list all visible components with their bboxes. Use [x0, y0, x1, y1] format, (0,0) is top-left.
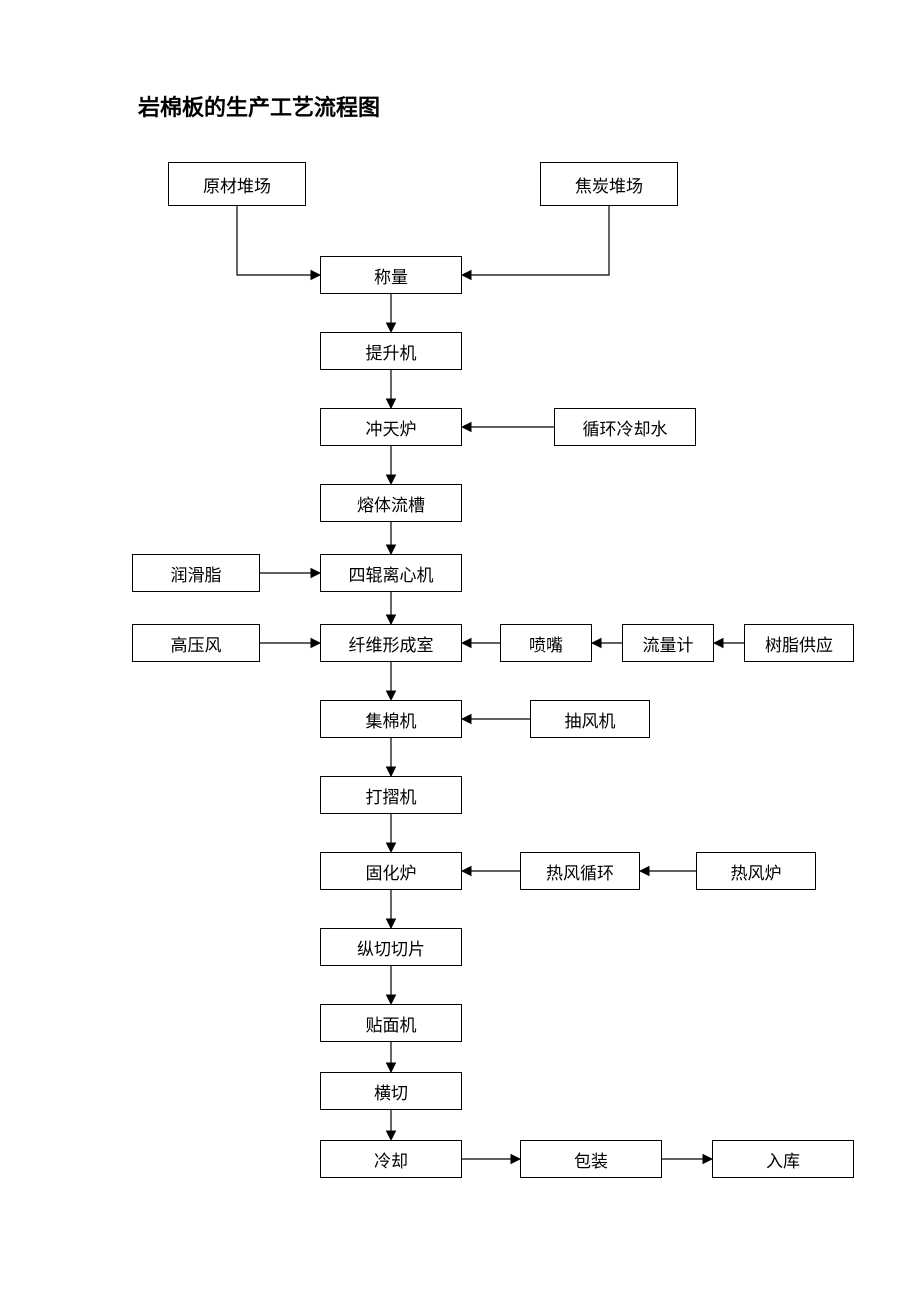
node-flow: 流量计: [622, 624, 714, 662]
node-label: 横切: [374, 1079, 408, 1104]
node-label: 热风循环: [546, 859, 614, 884]
node-label: 润滑脂: [171, 561, 222, 586]
node-weigh: 称量: [320, 256, 462, 294]
node-cool: 循环冷却水: [554, 408, 696, 446]
node-coke: 焦炭堆场: [540, 162, 678, 206]
node-hotcirc: 热风循环: [520, 852, 640, 890]
node-pack: 包装: [520, 1140, 662, 1178]
node-furnace: 冲天炉: [320, 408, 462, 446]
node-label: 熔体流槽: [357, 491, 425, 516]
node-hotfurn: 热风炉: [696, 852, 816, 890]
node-veneer: 贴面机: [320, 1004, 462, 1042]
node-label: 原材堆场: [203, 172, 271, 197]
node-label: 称量: [374, 263, 408, 288]
node-cooling: 冷却: [320, 1140, 462, 1178]
node-label: 喷嘴: [529, 631, 563, 656]
node-label: 入库: [766, 1147, 800, 1172]
node-collect: 集棉机: [320, 700, 462, 738]
node-spinner: 四辊离心机: [320, 554, 462, 592]
node-store: 入库: [712, 1140, 854, 1178]
node-label: 提升机: [366, 339, 417, 364]
node-fiber: 纤维形成室: [320, 624, 462, 662]
node-label: 四辊离心机: [349, 561, 434, 586]
node-label: 打摺机: [366, 783, 417, 808]
node-label: 高压风: [171, 631, 222, 656]
node-resin: 树脂供应: [744, 624, 854, 662]
node-label: 冲天炉: [366, 415, 417, 440]
node-label: 树脂供应: [765, 631, 833, 656]
node-label: 流量计: [643, 631, 694, 656]
node-hpa: 高压风: [132, 624, 260, 662]
node-label: 纤维形成室: [349, 631, 434, 656]
node-grease: 润滑脂: [132, 554, 260, 592]
edge: [462, 206, 609, 275]
node-label: 循环冷却水: [583, 415, 668, 440]
node-fold: 打摺机: [320, 776, 462, 814]
edge: [237, 206, 320, 275]
node-label: 包装: [574, 1147, 608, 1172]
node-hoist: 提升机: [320, 332, 462, 370]
node-cross: 横切: [320, 1072, 462, 1110]
node-fan: 抽风机: [530, 700, 650, 738]
node-label: 固化炉: [366, 859, 417, 884]
node-cure: 固化炉: [320, 852, 462, 890]
page-title: 岩棉板的生产工艺流程图: [138, 90, 380, 122]
node-raw: 原材堆场: [168, 162, 306, 206]
node-label: 集棉机: [366, 707, 417, 732]
node-nozzle: 喷嘴: [500, 624, 592, 662]
node-melt: 熔体流槽: [320, 484, 462, 522]
flowchart-page: 岩棉板的生产工艺流程图 原材堆场 焦炭堆场称量提升机冲天炉 循环冷却水熔体流槽润滑脂…: [0, 0, 920, 1302]
node-label: 热风炉: [731, 859, 782, 884]
node-label: 抽风机: [565, 707, 616, 732]
node-label: 焦炭堆场: [575, 172, 643, 197]
node-label: 纵切切片: [357, 935, 425, 960]
node-label: 冷却: [374, 1147, 408, 1172]
node-label: 贴面机: [366, 1011, 417, 1036]
node-slit: 纵切切片: [320, 928, 462, 966]
